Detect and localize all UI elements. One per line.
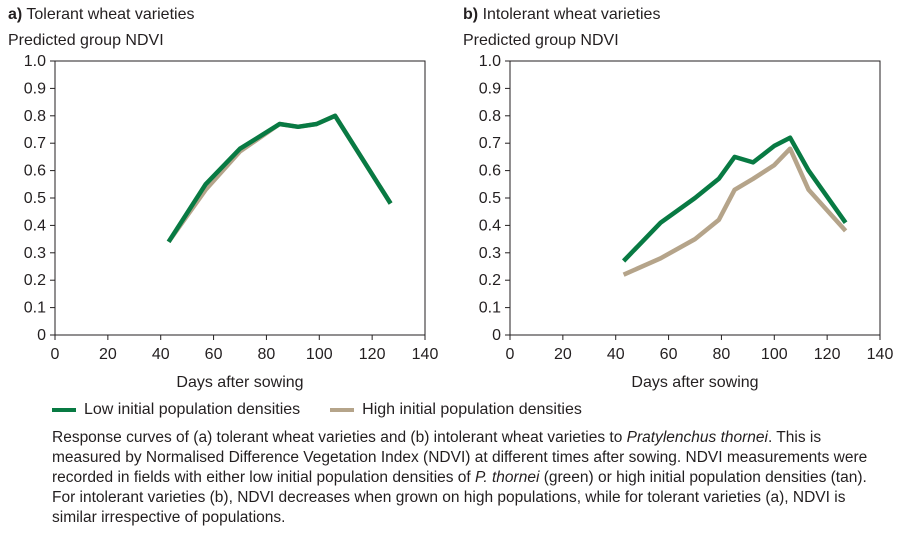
y-tick-label-a: 0.2 xyxy=(24,272,46,289)
panel-b-letter: b) xyxy=(463,6,479,23)
y-tick-label-b: 0.7 xyxy=(479,135,501,152)
y-tick-label-a: 0.9 xyxy=(24,80,46,97)
charts-canvas: 0 0.1 0.2 0.3 0.4 0.5 0.6 0.7 0.8 0.9 1.0 0 20 40 60 80… xyxy=(24,53,894,391)
legend-label-high: High initial population densities xyxy=(362,401,582,418)
y-tick-label-b: 0.3 xyxy=(479,245,501,262)
x-tick-label-b: 120 xyxy=(814,346,841,363)
figure-caption: Response curves of (a) tolerant wheat va… xyxy=(52,428,892,528)
y-tick-label-a: 0.8 xyxy=(24,108,46,125)
legend-item-high: High initial population densities xyxy=(330,401,582,419)
x-tick-label-a: 0 xyxy=(51,346,60,363)
legend-label-low: Low initial population densities xyxy=(84,401,301,418)
caption-italic2: P. thornei xyxy=(475,469,540,486)
legend-item-low: Low initial population densities xyxy=(52,401,300,419)
panel-a-title-text: Tolerant wheat varieties xyxy=(26,6,195,23)
y-tick-label-a: 0.5 xyxy=(24,190,46,207)
x-tick-label-b: 20 xyxy=(554,346,572,363)
legend-swatch-low xyxy=(52,408,76,412)
y-tick-label-a: 0.4 xyxy=(24,217,46,234)
series-line-a-high xyxy=(166,113,393,244)
series-line-b-low xyxy=(621,135,848,263)
x-tick-label-b: 80 xyxy=(713,346,731,363)
panel-a-ylabel: Predicted group NDVI xyxy=(8,32,164,49)
x-tick-label-b: 40 xyxy=(607,346,625,363)
x-tick-label-b: 0 xyxy=(506,346,515,363)
caption-part1: Response curves of (a) tolerant wheat va… xyxy=(52,429,627,446)
x-tick-label-a: 80 xyxy=(258,346,276,363)
caption-part2: . This is measured by Normalised Differe… xyxy=(52,429,868,486)
y-tick-label-a: 1.0 xyxy=(24,53,46,70)
series-line-b-high xyxy=(622,146,848,277)
y-tick-label-a: 0.1 xyxy=(24,300,46,317)
y-tick-label-a: 0.3 xyxy=(24,245,46,262)
x-tick-label-a: 100 xyxy=(306,346,333,363)
panel-a-title: a) Tolerant wheat varieties xyxy=(8,6,194,24)
caption-italic1: Pratylenchus thornei xyxy=(626,429,768,446)
y-tick-label-b: 0.2 xyxy=(479,272,501,289)
y-tick-label-b: 1.0 xyxy=(479,53,501,70)
x-tick-label-b: 140 xyxy=(867,346,894,363)
y-tick-label-b: 0.5 xyxy=(479,190,501,207)
legend-swatch-high xyxy=(330,408,355,412)
legend: Low initial population densities High in… xyxy=(52,401,612,419)
x-tick-label-a: 60 xyxy=(205,346,223,363)
x-axis-label-a: Days after sowing xyxy=(176,374,303,391)
y-tick-label-a: 0.6 xyxy=(24,163,46,180)
panel-a-letter: a) xyxy=(8,6,23,23)
x-axis-label-b: Days after sowing xyxy=(631,374,758,391)
y-tick-label-b: 0.9 xyxy=(479,80,501,97)
y-tick-label-a: 0.7 xyxy=(24,135,46,152)
x-tick-label-b: 100 xyxy=(761,346,788,363)
x-tick-label-a: 120 xyxy=(359,346,386,363)
panel-b-ylabel: Predicted group NDVI xyxy=(463,32,619,49)
y-tick-label-a: 0 xyxy=(37,327,46,344)
panel-b-title-text: Intolerant wheat varieties xyxy=(482,6,661,23)
plot-frame-a xyxy=(54,60,426,336)
x-tick-label-a: 140 xyxy=(412,346,439,363)
y-tick-label-b: 0.6 xyxy=(479,163,501,180)
panel-b-title: b) Intolerant wheat varieties xyxy=(463,6,660,24)
y-tick-label-b: 0.1 xyxy=(479,300,501,317)
y-tick-label-b: 0 xyxy=(492,327,501,344)
x-tick-label-a: 20 xyxy=(99,346,117,363)
y-tick-label-b: 0.4 xyxy=(479,217,501,234)
x-tick-label-a: 40 xyxy=(152,346,170,363)
caption-part3: (green) or high initial population densi… xyxy=(52,469,867,526)
x-tick-label-b: 60 xyxy=(660,346,678,363)
y-tick-label-b: 0.8 xyxy=(479,108,501,125)
series-line-a-low xyxy=(166,113,393,244)
